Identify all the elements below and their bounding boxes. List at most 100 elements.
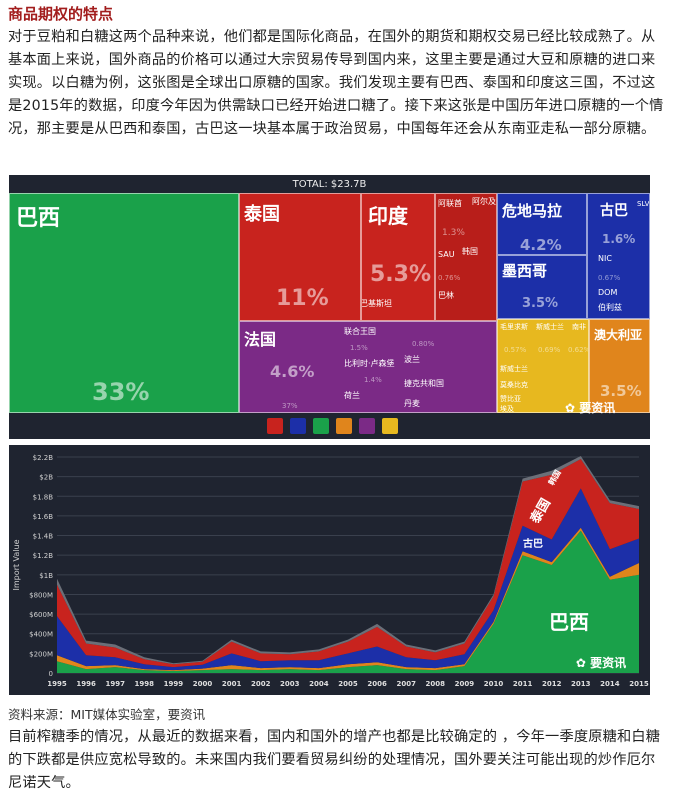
y-tick-label: $1.2B (33, 552, 54, 560)
y-tick-label: $2.2B (33, 454, 54, 462)
x-tick-label: 2006 (367, 680, 387, 688)
small-label: NIC (598, 254, 612, 263)
small-label: 韩国 (462, 247, 478, 256)
tile-pct: 33% (92, 378, 150, 406)
small-label: 联合王国 (344, 327, 376, 336)
tile-label: 墨西哥 (502, 262, 548, 280)
small-label: 荷兰 (344, 391, 360, 400)
y-tick-label: $1.4B (33, 533, 54, 541)
small-pct: 0.57% (504, 346, 527, 354)
tile-france: 法国 4.6% 联合王国 1.5% 0.80% 比利时·卢森堡 波兰 1.4% … (239, 321, 497, 413)
tile-arab-cluster: 阿联酋 阿尔及 1.3% SAU 韩国 0.76% 巴林 (435, 193, 497, 321)
series-label: 巴西 (549, 610, 589, 634)
tile-india: 印度 5.3% 巴基斯坦 (361, 193, 435, 321)
export-treemap: TOTAL: $23.7B 巴西 33% 泰国 11% 印度 5.3% 巴基斯坦… (9, 175, 650, 439)
tile-pct: 3.5% (522, 296, 559, 311)
small-pct: 0.76% (438, 274, 461, 282)
small-label: 巴基斯坦 (361, 299, 392, 308)
small-label: 比利时·卢森堡 (344, 359, 395, 368)
tile-mexico: 墨西哥 3.5% (497, 255, 587, 319)
y-tick-label: 0 (49, 670, 53, 678)
small-pct: 37% (282, 402, 298, 410)
watermark: ✿ 要资讯 (565, 399, 615, 416)
small-label: 伯利兹 (598, 303, 622, 312)
x-tick-label: 1999 (164, 680, 184, 688)
x-tick-label: 2000 (193, 680, 213, 688)
small-pct: 0.69% (538, 346, 561, 354)
y-tick-label: $1.6B (33, 513, 54, 521)
y-axis-label: Import Value (12, 539, 21, 590)
small-pct: 1.4% (364, 376, 382, 384)
watermark-text: 要资讯 (579, 401, 616, 415)
x-tick-label: 2001 (222, 680, 242, 688)
misc-icon[interactable] (382, 418, 399, 434)
tile-label: 法国 (244, 330, 277, 349)
small-label: 丹麦 (404, 399, 420, 408)
small-label: 斯威士兰 (536, 323, 564, 331)
small-pct: 1.3% (442, 228, 465, 238)
chemical-icon[interactable] (359, 418, 376, 434)
x-tick-label: 2015 (629, 680, 649, 688)
leaf-icon[interactable] (290, 418, 307, 434)
x-tick-label: 2010 (484, 680, 504, 688)
tile-label: 危地马拉 (502, 202, 563, 220)
tile-guatemala: 危地马拉 4.2% (497, 193, 587, 255)
small-label: 斯威士兰 (500, 365, 528, 373)
small-pct: 0.80% (412, 340, 435, 348)
paragraph-intro: 对于豆粕和白糖这两个品种来说，他们都是国际化商品，在国外的期货和期权交易已经比较… (8, 29, 664, 137)
wechat-icon: ✿ (565, 401, 576, 415)
tile-cuba: 古巴 SLV 1.6% NIC 0.67% DOM 伯利兹 (587, 193, 650, 319)
small-label: 埃及 (500, 405, 514, 413)
small-pct: 1.5% (350, 344, 368, 352)
tile-label: 巴西 (16, 206, 61, 231)
tile-africa-cluster: 毛里求斯 斯威士兰 南非 0.57% 0.69% 0.62% 斯威士兰 莫桑比克… (497, 319, 589, 413)
y-tick-label: $2B (39, 474, 53, 482)
small-label: 毛里求斯 (500, 323, 528, 331)
x-tick-label: 2008 (426, 680, 446, 688)
import-area-chart: 0 $200M $400M $600M $800M $1B $1.2B $1.4B $1.6B $… (9, 445, 650, 695)
x-tick-label: 1995 (47, 680, 67, 688)
small-pct: 0.62% (568, 346, 589, 354)
y-tick-label: $1.8B (33, 493, 54, 501)
x-tick-label: 2014 (600, 680, 620, 688)
series-label: 古巴 (523, 537, 543, 550)
food-icon[interactable] (336, 418, 353, 434)
tile-pct: 11% (276, 286, 329, 311)
tile-pct: 5.3% (370, 262, 432, 287)
tile-australia: 澳大利亚 3.5% (589, 319, 650, 413)
series-area (57, 530, 639, 673)
small-label: 阿尔及 (472, 197, 496, 206)
x-tick-label: 2004 (309, 680, 329, 688)
x-tick-label: 1996 (76, 680, 96, 688)
x-tick-label: 2002 (251, 680, 271, 688)
tile-brazil: 巴西 33% (9, 193, 239, 413)
x-tick-label: 2013 (571, 680, 591, 688)
series-area (57, 459, 639, 668)
y-tick-label: $400M (29, 631, 53, 639)
tile-pct: 4.6% (270, 362, 315, 381)
tile-thailand: 泰国 11% (239, 193, 361, 321)
section-title: 商品期权的特点 (8, 5, 114, 23)
small-label: 南非 (572, 323, 586, 331)
tile-pct: 1.6% (602, 232, 636, 246)
area-chart-svg: 0 $200M $400M $600M $800M $1B $1.2B $1.4B $1.6B $… (12, 454, 649, 688)
small-label: DOM (598, 288, 618, 297)
x-tick-label: 2007 (396, 680, 416, 688)
series-area (57, 488, 639, 671)
source-line: 资料来源：MIT媒体实验室，要资讯 (8, 707, 206, 722)
small-label: SLV (637, 200, 650, 208)
treemap-total: TOTAL: $23.7B (292, 179, 367, 190)
plant-icon[interactable] (313, 418, 330, 434)
tile-pct: 4.2% (520, 236, 562, 254)
x-tick-label: 2011 (513, 680, 533, 688)
small-label: SAU (438, 250, 455, 259)
cow-icon[interactable] (267, 418, 283, 434)
small-pct: 0.67% (598, 274, 621, 282)
x-tick-label: 1998 (135, 680, 155, 688)
x-tick-label: 2003 (280, 680, 300, 688)
small-label: 波兰 (404, 355, 420, 364)
tile-pct: 3.5% (600, 382, 642, 400)
tile-label: 印度 (368, 204, 408, 228)
paragraph-conclusion: 目前榨糖季的情况，从最近的数据来看，国内和国外的增产也都是比较确定的 ，今年一季… (8, 729, 661, 791)
